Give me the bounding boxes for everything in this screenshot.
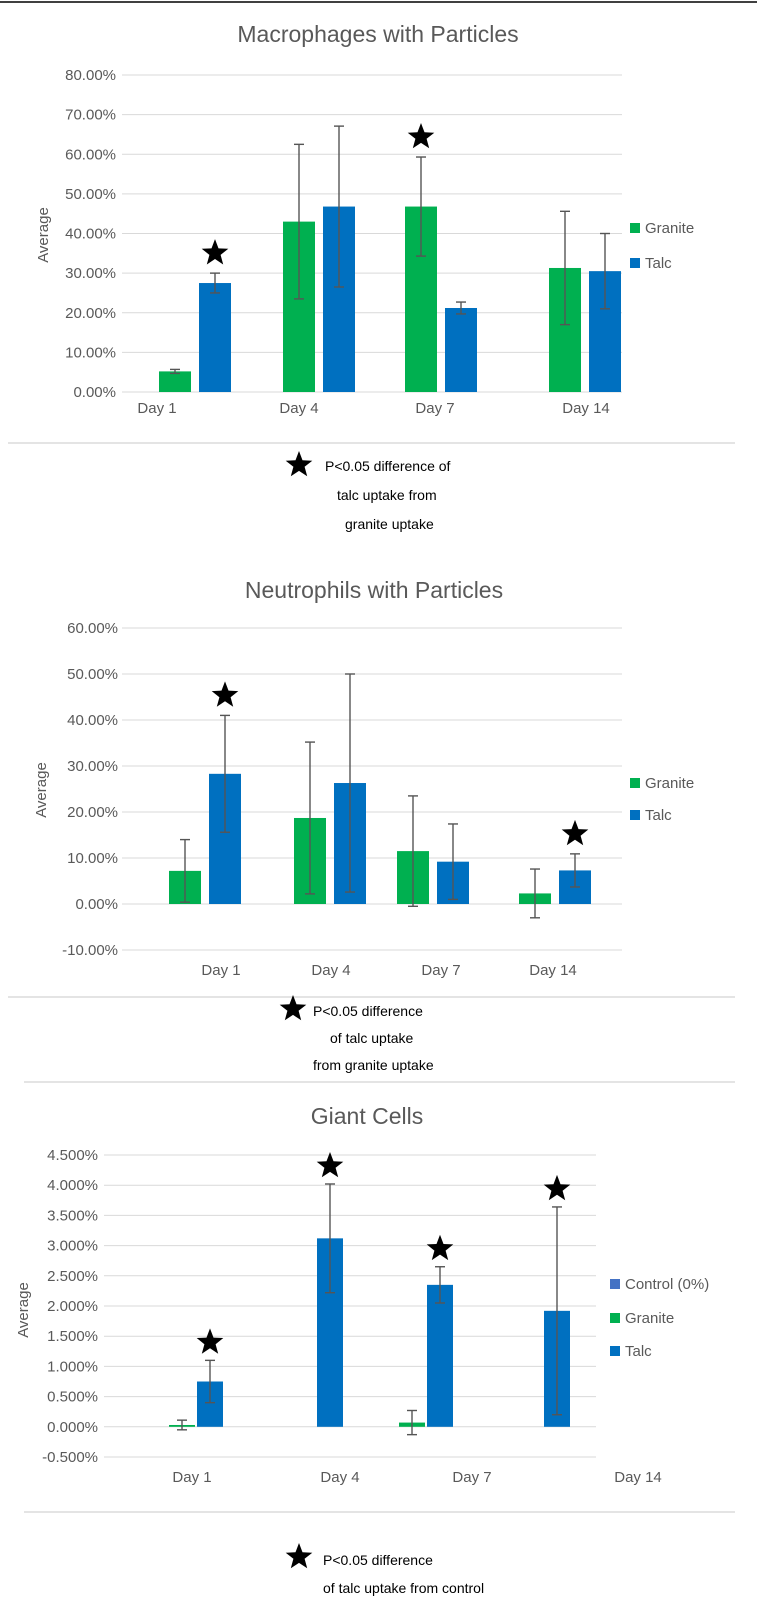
significance-note: P<0.05 difference of talc uptake from co…	[323, 1552, 484, 1596]
x-tick-label: Day 1	[137, 400, 176, 417]
y-tick-label: 0.00%	[75, 896, 118, 913]
y-axis-label: Average	[15, 1282, 32, 1338]
legend-swatch	[630, 223, 640, 233]
y-tick-label: 0.00%	[73, 384, 116, 401]
note-line: of talc uptake	[330, 1030, 413, 1046]
y-tick-label: -10.00%	[62, 942, 118, 959]
y-tick-label: 20.00%	[67, 804, 118, 821]
y-axis-label: Average	[33, 762, 50, 818]
y-tick-label: 1.500%	[47, 1328, 98, 1345]
x-tick-label: Day 1	[201, 962, 240, 979]
y-tick-label: 2.000%	[47, 1298, 98, 1315]
x-tick-label: Day 14	[562, 400, 610, 417]
star-icon	[543, 1174, 571, 1201]
star-icon	[426, 1234, 454, 1261]
y-tick-label: 70.00%	[65, 107, 116, 124]
star-icon	[201, 239, 229, 265]
y-tick-label: 30.00%	[65, 265, 116, 282]
x-tick-label: Day 14	[529, 962, 577, 979]
y-tick-label: 1.000%	[47, 1358, 98, 1375]
legend-swatch	[630, 778, 640, 788]
bar	[427, 1284, 453, 1427]
bar	[159, 371, 191, 392]
y-tick-label: 3.500%	[47, 1207, 98, 1224]
star-icon	[285, 1543, 313, 1569]
x-tick-label: Day 4	[320, 1469, 359, 1486]
star-icon	[561, 819, 589, 846]
legend-swatch	[610, 1279, 620, 1289]
legend-label: Granite	[645, 220, 694, 237]
y-tick-label: -0.500%	[42, 1449, 98, 1466]
legend-label: Talc	[625, 1343, 652, 1360]
panel-neutrophils: Neutrophils with Particles Average -10.0…	[8, 577, 735, 1083]
star-icon	[211, 681, 239, 707]
y-tick-label: 40.00%	[65, 226, 116, 243]
star-icon	[279, 995, 307, 1021]
star-icon	[316, 1152, 344, 1178]
note-line: P<0.05 difference of	[325, 458, 451, 474]
legend-swatch	[630, 810, 640, 820]
y-tick-label: 50.00%	[65, 186, 116, 203]
y-tick-label: 10.00%	[67, 850, 118, 867]
y-tick-label: 50.00%	[67, 666, 118, 683]
chart-title: Neutrophils with Particles	[245, 577, 503, 603]
y-tick-label: 4.500%	[47, 1147, 98, 1164]
note-line: P<0.05 difference	[323, 1552, 433, 1568]
x-tick-label: Day 7	[415, 400, 454, 417]
y-tick-label: 60.00%	[65, 146, 116, 163]
bar	[199, 283, 231, 392]
star-icon	[285, 451, 313, 477]
y-tick-label: 20.00%	[65, 305, 116, 322]
x-tick-label: Day 1	[172, 1469, 211, 1486]
x-tick-label: Day 4	[279, 400, 318, 417]
y-tick-label: 4.000%	[47, 1177, 98, 1194]
x-tick-label: Day 14	[614, 1469, 662, 1486]
note-line: P<0.05 difference	[313, 1003, 423, 1019]
y-tick-label: 10.00%	[65, 344, 116, 361]
x-tick-label: Day 4	[311, 962, 350, 979]
note-line: granite uptake	[345, 516, 434, 532]
note-line: from granite uptake	[313, 1057, 434, 1073]
y-axis-label: Average	[35, 207, 52, 263]
legend-label: Granite	[645, 775, 694, 792]
legend-label: Talc	[645, 255, 672, 272]
note-line: of talc uptake from control	[323, 1580, 484, 1596]
x-tick-label: Day 7	[452, 1469, 491, 1486]
panel-macrophages: Macrophages with Particles Average 0.00%…	[8, 21, 735, 532]
legend-label: Granite	[625, 1310, 674, 1327]
y-tick-label: 30.00%	[67, 758, 118, 775]
y-tick-label: 40.00%	[67, 712, 118, 729]
star-icon	[407, 123, 435, 149]
legend-swatch	[610, 1346, 620, 1356]
legend-label: Talc	[645, 807, 672, 824]
legend-label: Control (0%)	[625, 1276, 709, 1293]
star-icon	[196, 1328, 224, 1354]
y-tick-label: 0.000%	[47, 1419, 98, 1436]
y-tick-label: 60.00%	[67, 620, 118, 637]
y-tick-label: 80.00%	[65, 67, 116, 84]
note-line: talc uptake from	[337, 487, 437, 503]
significance-note: P<0.05 difference of talc uptake from gr…	[325, 458, 451, 532]
panel-giant-cells: Giant Cells Average -0.500% 0.000% 0.500% 1…	[15, 1103, 735, 1596]
y-tick-label: 2.500%	[47, 1268, 98, 1285]
bar	[445, 307, 477, 392]
chart-title: Macrophages with Particles	[237, 21, 518, 47]
legend-swatch	[630, 258, 640, 268]
legend-swatch	[610, 1313, 620, 1323]
y-tick-label: 3.000%	[47, 1238, 98, 1255]
chart-title: Giant Cells	[311, 1103, 423, 1129]
y-tick-label: 0.500%	[47, 1389, 98, 1406]
x-tick-label: Day 7	[421, 962, 460, 979]
significance-note: P<0.05 difference of talc uptake from gr…	[313, 1003, 434, 1073]
